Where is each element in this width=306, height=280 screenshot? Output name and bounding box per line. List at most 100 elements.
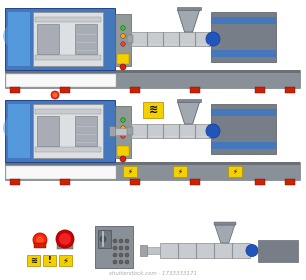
- FancyBboxPatch shape: [117, 54, 129, 64]
- Circle shape: [121, 34, 125, 38]
- Circle shape: [51, 91, 59, 99]
- FancyBboxPatch shape: [35, 147, 101, 152]
- Circle shape: [113, 253, 117, 257]
- Circle shape: [246, 244, 258, 256]
- Circle shape: [121, 26, 125, 30]
- Circle shape: [119, 260, 123, 264]
- Circle shape: [121, 118, 125, 122]
- Polygon shape: [177, 10, 200, 32]
- Circle shape: [113, 246, 117, 250]
- Text: !: !: [47, 256, 51, 265]
- FancyBboxPatch shape: [140, 245, 147, 256]
- FancyBboxPatch shape: [27, 255, 40, 266]
- FancyBboxPatch shape: [177, 7, 201, 10]
- FancyBboxPatch shape: [10, 87, 20, 93]
- Text: ⚡: ⚡: [233, 169, 237, 174]
- FancyBboxPatch shape: [5, 70, 300, 88]
- Circle shape: [121, 42, 125, 46]
- FancyBboxPatch shape: [60, 179, 70, 185]
- Circle shape: [36, 236, 44, 244]
- FancyBboxPatch shape: [35, 17, 101, 22]
- FancyBboxPatch shape: [161, 244, 177, 258]
- FancyBboxPatch shape: [196, 244, 214, 258]
- FancyBboxPatch shape: [75, 116, 97, 146]
- Circle shape: [125, 253, 129, 257]
- Circle shape: [33, 233, 47, 247]
- FancyBboxPatch shape: [57, 243, 73, 249]
- Circle shape: [206, 124, 220, 138]
- FancyBboxPatch shape: [211, 50, 276, 57]
- FancyBboxPatch shape: [6, 166, 116, 179]
- FancyBboxPatch shape: [75, 24, 97, 54]
- FancyBboxPatch shape: [8, 12, 30, 66]
- FancyBboxPatch shape: [228, 166, 242, 177]
- FancyBboxPatch shape: [145, 247, 162, 254]
- FancyBboxPatch shape: [5, 70, 300, 73]
- FancyBboxPatch shape: [33, 104, 103, 158]
- FancyBboxPatch shape: [132, 125, 147, 137]
- FancyBboxPatch shape: [190, 87, 200, 93]
- FancyBboxPatch shape: [144, 102, 163, 118]
- Circle shape: [119, 246, 123, 250]
- FancyBboxPatch shape: [178, 244, 196, 258]
- Circle shape: [125, 260, 129, 264]
- FancyBboxPatch shape: [59, 255, 72, 266]
- Text: ⚡: ⚡: [128, 169, 132, 174]
- FancyBboxPatch shape: [33, 12, 103, 66]
- Polygon shape: [215, 225, 235, 243]
- FancyBboxPatch shape: [60, 87, 70, 93]
- FancyBboxPatch shape: [173, 166, 187, 177]
- FancyBboxPatch shape: [5, 162, 300, 165]
- Text: ≋: ≋: [149, 105, 158, 115]
- FancyBboxPatch shape: [35, 55, 101, 60]
- FancyBboxPatch shape: [233, 244, 249, 258]
- FancyBboxPatch shape: [163, 125, 178, 137]
- FancyBboxPatch shape: [43, 255, 56, 266]
- Circle shape: [113, 260, 117, 264]
- FancyBboxPatch shape: [115, 14, 131, 66]
- FancyBboxPatch shape: [211, 109, 276, 116]
- FancyBboxPatch shape: [211, 12, 276, 62]
- Text: shutterstock.com · 1733333171: shutterstock.com · 1733333171: [109, 271, 197, 276]
- Circle shape: [121, 134, 125, 138]
- FancyBboxPatch shape: [285, 87, 295, 93]
- FancyBboxPatch shape: [196, 125, 211, 137]
- Circle shape: [119, 253, 123, 257]
- Circle shape: [120, 156, 126, 162]
- FancyBboxPatch shape: [211, 142, 276, 149]
- FancyBboxPatch shape: [127, 127, 133, 135]
- FancyBboxPatch shape: [37, 24, 59, 54]
- Text: ⚡: ⚡: [177, 169, 182, 174]
- FancyBboxPatch shape: [123, 166, 137, 177]
- Circle shape: [56, 230, 74, 248]
- FancyBboxPatch shape: [8, 104, 30, 158]
- FancyBboxPatch shape: [285, 179, 295, 185]
- FancyBboxPatch shape: [132, 32, 147, 46]
- FancyBboxPatch shape: [196, 32, 211, 46]
- FancyBboxPatch shape: [130, 179, 140, 185]
- Circle shape: [120, 64, 126, 70]
- Circle shape: [125, 246, 129, 250]
- FancyBboxPatch shape: [5, 162, 300, 180]
- FancyBboxPatch shape: [113, 127, 133, 134]
- FancyBboxPatch shape: [5, 100, 115, 162]
- FancyBboxPatch shape: [163, 32, 178, 46]
- FancyBboxPatch shape: [211, 17, 276, 24]
- FancyBboxPatch shape: [258, 240, 298, 262]
- Circle shape: [119, 239, 123, 243]
- FancyBboxPatch shape: [255, 87, 265, 93]
- FancyBboxPatch shape: [115, 106, 131, 158]
- FancyBboxPatch shape: [160, 243, 250, 258]
- Circle shape: [3, 116, 27, 140]
- FancyBboxPatch shape: [180, 32, 195, 46]
- FancyBboxPatch shape: [180, 125, 195, 137]
- Circle shape: [113, 239, 117, 243]
- FancyBboxPatch shape: [95, 226, 133, 268]
- Circle shape: [121, 126, 125, 130]
- Circle shape: [53, 92, 58, 97]
- Circle shape: [100, 236, 106, 242]
- FancyBboxPatch shape: [37, 116, 59, 146]
- FancyBboxPatch shape: [211, 104, 276, 154]
- FancyBboxPatch shape: [147, 32, 162, 46]
- FancyBboxPatch shape: [127, 35, 133, 43]
